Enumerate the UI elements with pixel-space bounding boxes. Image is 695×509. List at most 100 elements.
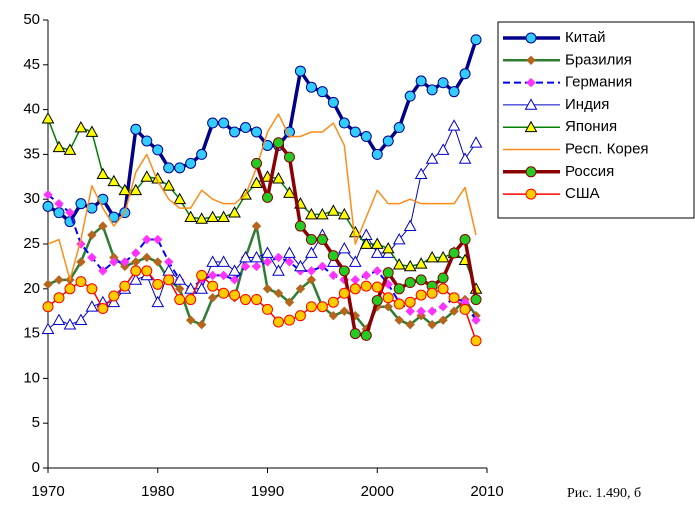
marker	[382, 267, 394, 279]
marker	[261, 246, 274, 258]
y-tick-label: 30	[23, 190, 40, 207]
marker	[195, 282, 208, 294]
marker	[174, 162, 186, 174]
legend-label: Россия	[565, 163, 614, 180]
marker	[141, 135, 153, 147]
y-tick-label: 20	[23, 280, 40, 297]
marker	[469, 136, 483, 148]
marker	[229, 275, 240, 285]
marker	[283, 151, 295, 163]
marker	[119, 280, 131, 292]
marker	[251, 294, 263, 306]
marker	[63, 143, 77, 155]
marker	[337, 207, 351, 220]
marker	[305, 246, 318, 258]
series-line	[47, 39, 478, 224]
marker	[416, 306, 426, 316]
marker	[348, 225, 362, 238]
marker	[414, 167, 428, 180]
marker	[173, 192, 187, 205]
marker	[381, 241, 395, 254]
marker	[449, 306, 459, 316]
marker	[162, 264, 176, 276]
y-tick-label: 25	[23, 235, 40, 252]
marker	[195, 212, 208, 224]
marker	[65, 207, 75, 218]
marker	[207, 293, 218, 303]
marker	[447, 119, 461, 131]
marker	[338, 287, 350, 299]
marker	[118, 183, 132, 196]
marker	[262, 191, 273, 203]
marker	[240, 261, 251, 272]
marker	[437, 77, 449, 89]
marker	[206, 255, 219, 267]
legend-label: Бразилия	[565, 51, 632, 68]
marker	[403, 259, 417, 272]
marker	[63, 318, 77, 330]
x-tick-label: 2000	[361, 483, 394, 500]
marker	[87, 230, 97, 240]
marker	[52, 140, 66, 153]
y-tick-label: 45	[23, 56, 40, 73]
marker	[427, 319, 437, 330]
marker	[471, 315, 481, 325]
marker	[305, 234, 317, 246]
marker	[272, 264, 285, 276]
marker	[437, 272, 449, 284]
marker	[306, 266, 317, 276]
marker	[294, 259, 307, 272]
marker	[240, 122, 252, 134]
marker	[251, 221, 262, 231]
marker	[151, 172, 165, 184]
marker	[328, 270, 339, 281]
marker	[371, 148, 383, 160]
marker	[120, 257, 130, 267]
marker	[273, 288, 284, 298]
marker	[383, 302, 393, 312]
marker	[43, 279, 53, 290]
marker	[405, 306, 415, 316]
marker	[217, 255, 230, 267]
marker	[272, 137, 284, 149]
marker	[348, 255, 362, 267]
marker	[108, 290, 120, 302]
marker	[371, 281, 383, 293]
marker	[426, 84, 438, 96]
legend-label: Индия	[565, 96, 609, 113]
marker	[184, 282, 198, 294]
marker	[53, 292, 65, 304]
marker	[426, 287, 438, 299]
marker	[85, 300, 99, 312]
marker	[458, 152, 472, 164]
y-tick-label: 5	[32, 414, 40, 431]
marker	[436, 250, 450, 263]
marker	[229, 126, 241, 138]
marker	[74, 120, 88, 133]
marker	[306, 275, 317, 285]
marker	[294, 220, 306, 232]
marker	[185, 294, 197, 306]
marker	[393, 283, 405, 295]
marker	[327, 204, 340, 216]
marker	[262, 284, 273, 294]
marker	[98, 221, 108, 231]
marker	[129, 273, 143, 285]
y-tick-label: 0	[32, 459, 40, 476]
marker	[415, 289, 427, 301]
marker	[173, 273, 187, 285]
marker	[218, 117, 230, 129]
marker	[196, 319, 207, 330]
marker	[438, 315, 448, 325]
marker	[470, 335, 482, 347]
marker	[317, 261, 328, 272]
marker	[96, 167, 110, 180]
marker	[338, 265, 350, 277]
marker	[140, 170, 154, 182]
marker	[75, 198, 87, 210]
marker	[305, 301, 317, 313]
marker	[404, 90, 416, 102]
y-tick-label: 50	[23, 11, 40, 28]
series-line	[47, 125, 477, 330]
